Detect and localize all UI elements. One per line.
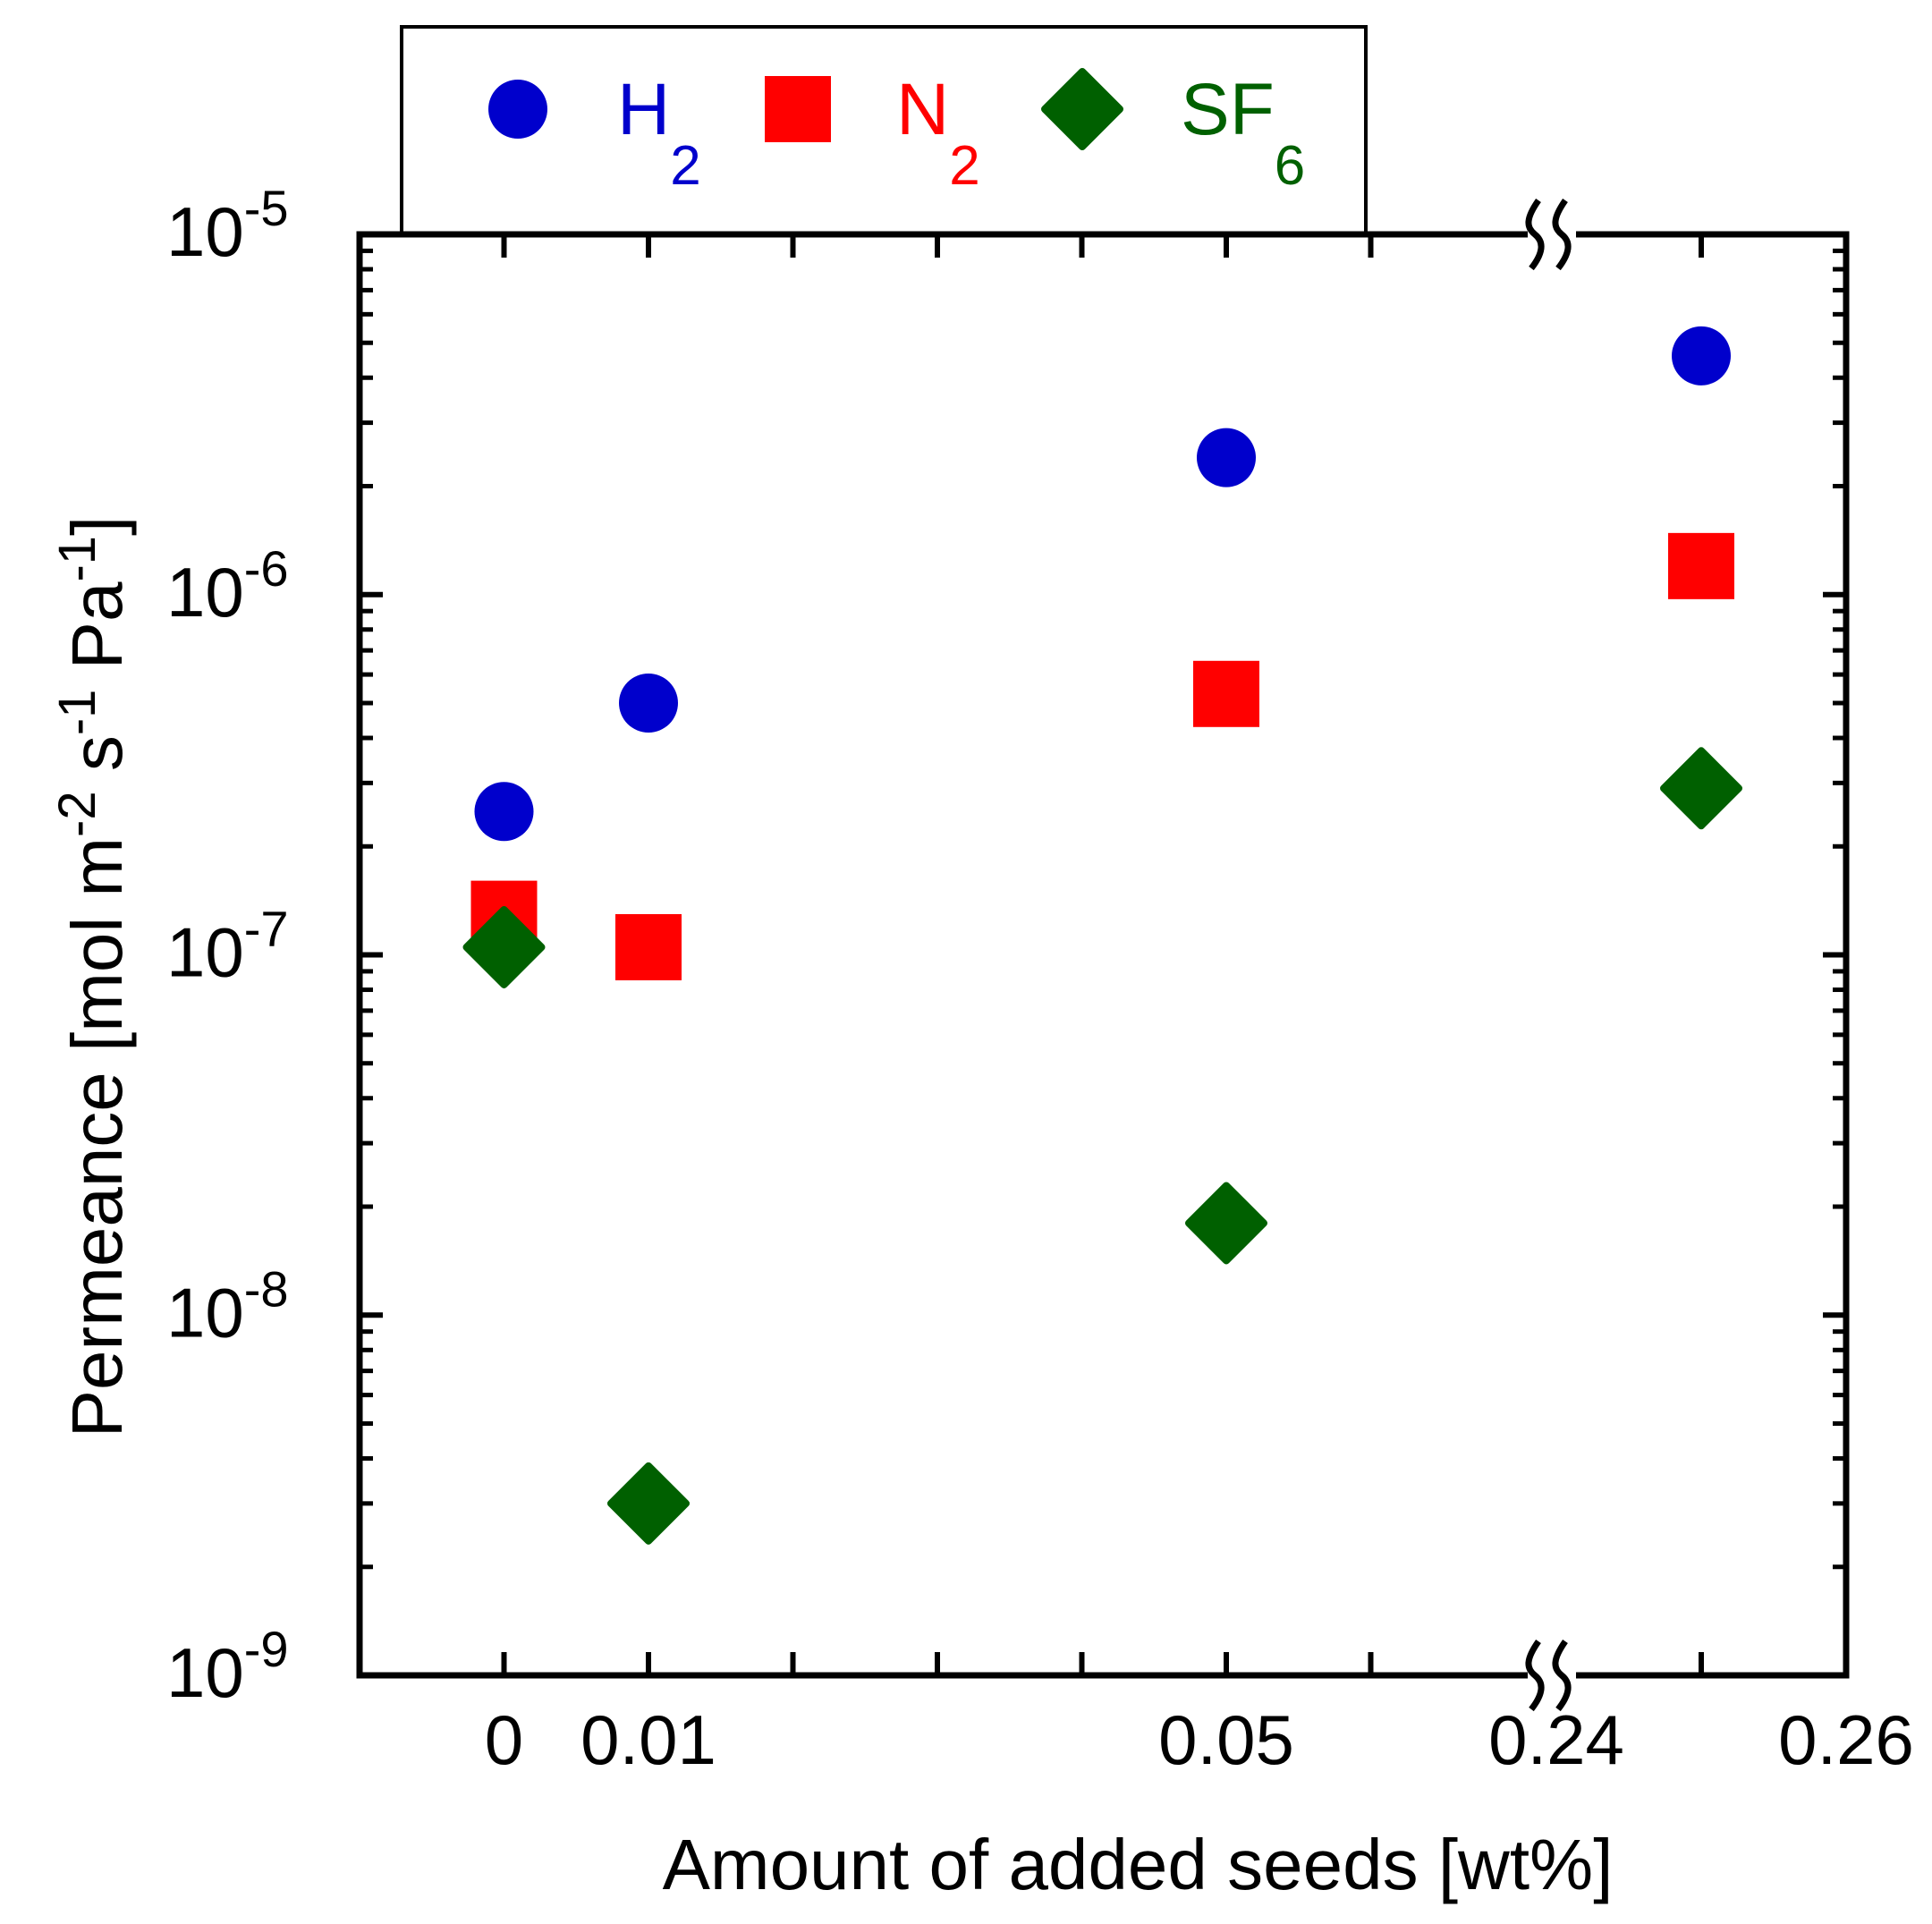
data-point-sf6 (1185, 1182, 1267, 1265)
legend-marker-sf6 (1041, 68, 1123, 150)
y-tick-label-base: 10 (166, 553, 244, 631)
axis-break-mark (1525, 1639, 1545, 1712)
data-point-n2 (1193, 660, 1259, 727)
legend-label-subscript: 6 (1275, 135, 1305, 197)
y-tick-label: 10-7 (166, 901, 289, 992)
data-point-sf6 (1660, 747, 1742, 830)
data-point-sf6 (607, 1462, 690, 1545)
data-point-n2 (1668, 532, 1734, 599)
data-points (462, 326, 1742, 1545)
data-point-h2 (474, 782, 534, 842)
plot-frame (356, 231, 1850, 1679)
y-axis-title-part: Permeance [mol m (57, 837, 137, 1437)
legend-box (400, 25, 1368, 236)
x-tick-label: 0.24 (1488, 1700, 1624, 1779)
y-axis-title-superscript: -2 (48, 791, 106, 837)
y-tick-label-base: 10 (166, 913, 244, 992)
data-point-h2 (619, 673, 678, 733)
tick-marks (360, 232, 1846, 1678)
data-point-h2 (1197, 428, 1256, 487)
legend-label-h2: H2 (617, 69, 701, 197)
y-tick-label: 10-5 (166, 180, 289, 271)
y-tick-label: 10-8 (166, 1260, 289, 1352)
x-tick-label: 0.01 (580, 1700, 716, 1779)
legend-label-n2: N2 (896, 69, 980, 197)
data-point-h2 (1672, 326, 1731, 386)
x-tick-label: 0 (485, 1700, 523, 1779)
legend-label-sf6: SF6 (1181, 69, 1305, 197)
legend-label-base: N (896, 69, 949, 150)
y-tick-label: 10-9 (166, 1621, 289, 1712)
plot-area (356, 198, 1850, 1712)
y-axis-title: Permeance [mol m-2 s-1 Pa-1] (48, 516, 137, 1438)
legend-marker-h2 (488, 80, 547, 139)
legend-marker-n2 (765, 76, 831, 142)
legend-label-base: H (617, 69, 670, 150)
y-tick-label-base: 10 (166, 192, 244, 271)
y-axis-title-part: Pa (57, 581, 137, 690)
x-axis-title: Amount of added seeds [wt%] (663, 1825, 1614, 1904)
y-tick-label: 10-6 (166, 540, 289, 631)
y-tick-label-exponent: -5 (244, 180, 289, 236)
axis-break-mark (1552, 198, 1572, 271)
data-point-sf6 (462, 905, 546, 988)
axis-break-mark (1552, 1639, 1572, 1712)
x-tick-label: 0.05 (1158, 1700, 1294, 1779)
y-axis-title-superscript: -1 (48, 690, 106, 736)
axis-break (1525, 198, 1572, 1712)
y-tick-labels: 10-910-810-710-610-5 (166, 180, 289, 1712)
legend-label-subscript: 2 (670, 135, 700, 197)
y-tick-label-base: 10 (166, 1633, 244, 1712)
y-tick-label-exponent: -9 (244, 1621, 289, 1677)
y-tick-label-exponent: -7 (244, 901, 289, 957)
x-tick-labels: 0 0.01 0.05 0.24 0.26 (485, 1700, 1914, 1779)
legend-label-subscript: 2 (949, 135, 979, 197)
y-axis-title-part: s (57, 735, 137, 791)
axis-break-mark (1525, 198, 1545, 271)
y-tick-label-base: 10 (166, 1273, 244, 1352)
y-tick-label-exponent: -6 (244, 540, 289, 597)
y-tick-label-exponent: -8 (244, 1260, 289, 1317)
data-point-n2 (615, 913, 682, 980)
y-axis-title-part: ] (57, 516, 137, 536)
legend-label-base: SF (1181, 69, 1275, 150)
x-tick-label: 0.26 (1778, 1700, 1914, 1779)
y-axis-title-superscript: -1 (48, 536, 106, 582)
